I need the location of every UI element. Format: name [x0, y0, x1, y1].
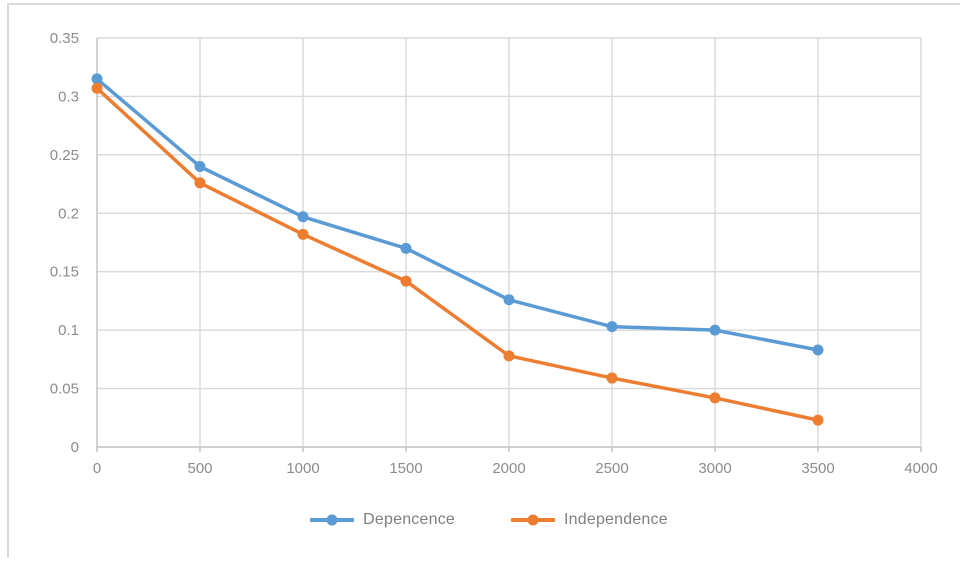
y-tick-label: 0.35	[50, 30, 79, 47]
legend-line-marker-icon	[511, 514, 555, 526]
series-line	[95, 86, 820, 422]
legend-line-marker-icon	[310, 514, 355, 526]
data-point-marker	[709, 392, 721, 404]
gridlines	[96, 37, 922, 448]
legend: Depencence Independence	[9, 511, 960, 529]
y-tick-label: 0.2	[58, 205, 79, 222]
y-tick-label: 0	[71, 439, 79, 456]
data-point-marker	[91, 73, 103, 85]
x-tick-label: 4000	[904, 460, 937, 477]
legend-label-dependence: Depencence	[363, 511, 455, 528]
x-axis-ticks	[96, 447, 922, 452]
legend-label-independence: Independence	[564, 511, 668, 528]
series-depencence[interactable]	[91, 73, 824, 356]
y-axis-labels: 0 0.05 0.1 0.15 0.2 0.25 0.3 0.35	[50, 30, 79, 456]
data-point-marker	[400, 242, 412, 254]
data-point-marker	[297, 228, 309, 240]
x-tick-label: 3000	[698, 460, 731, 477]
data-point-marker	[194, 161, 206, 173]
data-point-marker	[606, 321, 618, 333]
x-tick-label: 1000	[286, 460, 319, 477]
data-point-marker	[812, 414, 824, 426]
y-tick-label: 0.05	[50, 381, 79, 398]
chart-frame: 0 0.05 0.1 0.15 0.2 0.25 0.3 0.35 0 500 1000 1500 20…	[7, 3, 960, 558]
x-tick-label: 1500	[389, 460, 422, 477]
data-point-marker	[91, 82, 103, 94]
data-point-marker	[606, 372, 618, 384]
data-point-marker	[503, 350, 515, 362]
series-independence[interactable]	[91, 82, 824, 426]
x-tick-label: 0	[93, 460, 101, 477]
legend-item-dependence[interactable]: Depencence	[310, 511, 455, 529]
x-tick-label: 2000	[492, 460, 525, 477]
data-point-marker	[503, 294, 515, 306]
x-tick-label: 500	[187, 460, 212, 477]
data-point-marker	[812, 344, 824, 356]
y-tick-label: 0.3	[58, 88, 79, 105]
data-point-marker	[400, 275, 412, 287]
series-line	[95, 77, 820, 352]
y-tick-label: 0.15	[50, 264, 79, 281]
data-point-marker	[709, 324, 721, 336]
x-axis-labels: 0 500 1000 1500 2000 2500 3000 3500 4000	[93, 460, 938, 477]
legend-item-independence[interactable]: Independence	[511, 511, 668, 529]
line-chart-plot: 0 0.05 0.1 0.15 0.2 0.25 0.3 0.35 0 500 1000 1500 20…	[50, 30, 938, 477]
x-tick-label: 3500	[801, 460, 834, 477]
y-tick-label: 0.1	[58, 322, 79, 339]
y-tick-label: 0.25	[50, 147, 79, 164]
x-tick-label: 2500	[595, 460, 628, 477]
data-point-marker	[194, 177, 206, 189]
data-point-marker	[297, 211, 309, 223]
